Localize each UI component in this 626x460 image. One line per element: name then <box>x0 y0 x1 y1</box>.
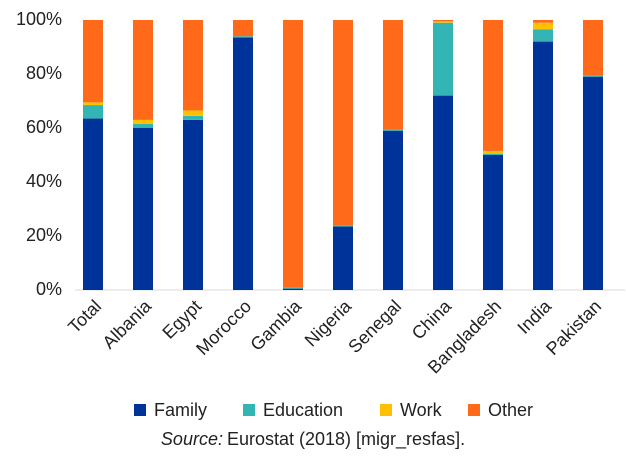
x-tick-label: Gambia <box>246 295 305 354</box>
x-tick-label: Morocco <box>192 296 255 359</box>
bar-segment <box>533 41 553 290</box>
bar-segment <box>483 153 503 155</box>
legend-swatch <box>134 404 146 416</box>
bar-segment <box>483 150 503 154</box>
bar-segment <box>283 288 303 290</box>
bar-segment <box>583 20 603 76</box>
x-tick-label: Egypt <box>158 296 205 343</box>
x-tick-label: China <box>408 295 456 343</box>
x-tick-label: Senegal <box>344 296 405 357</box>
source-text: Eurostat (2018) [migr_resfas]. <box>227 429 465 450</box>
y-tick-label: 60% <box>26 117 62 137</box>
bar-segment <box>383 130 403 290</box>
bar-segment <box>83 105 103 119</box>
x-tick-label: Albania <box>99 295 156 352</box>
bar-segment <box>433 95 453 290</box>
y-tick-label: 80% <box>26 63 62 83</box>
bar-segment <box>83 118 103 290</box>
bar-segment <box>483 20 503 151</box>
x-tick-label: Total <box>64 296 105 337</box>
bar-segment <box>133 128 153 290</box>
bar-segment <box>433 21 453 23</box>
y-tick-label: 40% <box>26 171 62 191</box>
source-label: Source: <box>161 429 223 449</box>
bar-segment <box>233 37 253 290</box>
source: Source: Eurostat (2018) [migr_resfas]. <box>161 429 465 450</box>
bar-segment <box>133 123 153 128</box>
legend-label: Family <box>154 400 207 420</box>
bar-segment <box>433 22 453 96</box>
bar-segment <box>433 20 453 22</box>
bar-segment <box>333 226 353 290</box>
bar-segment <box>233 20 253 37</box>
bar-segment <box>133 20 153 120</box>
bar-segment <box>183 119 203 291</box>
legend-label: Other <box>488 400 533 420</box>
x-tick-label: Pakistan <box>542 296 605 359</box>
bar-segment <box>233 36 253 38</box>
bar-segment <box>533 20 553 23</box>
bar-segment <box>583 75 603 77</box>
bar-segment <box>283 20 303 288</box>
bar-segment <box>533 22 553 30</box>
bar-segment <box>183 110 203 116</box>
bar-segment <box>383 20 403 130</box>
bar-segment <box>383 129 403 131</box>
bar-segment <box>333 20 353 226</box>
bar-segment <box>583 76 603 290</box>
bar-segment <box>183 20 203 111</box>
bar-segment <box>533 29 553 42</box>
y-tick-label: 20% <box>26 225 62 245</box>
bar-segment <box>483 155 503 290</box>
bar-segment <box>283 287 303 289</box>
legend-swatch <box>468 404 480 416</box>
y-tick-label: 100% <box>16 9 62 29</box>
x-tick-label: India <box>513 295 555 337</box>
legend-swatch <box>380 404 392 416</box>
bar-segment <box>83 102 103 106</box>
bar-segment <box>83 20 103 103</box>
legend-swatch <box>243 404 255 416</box>
bar-segment <box>183 115 203 120</box>
bar-segment <box>333 225 353 227</box>
legend-label: Work <box>400 400 443 420</box>
y-tick-label: 0% <box>36 279 62 299</box>
legend-label: Education <box>263 400 343 420</box>
bar-segment <box>133 119 153 124</box>
